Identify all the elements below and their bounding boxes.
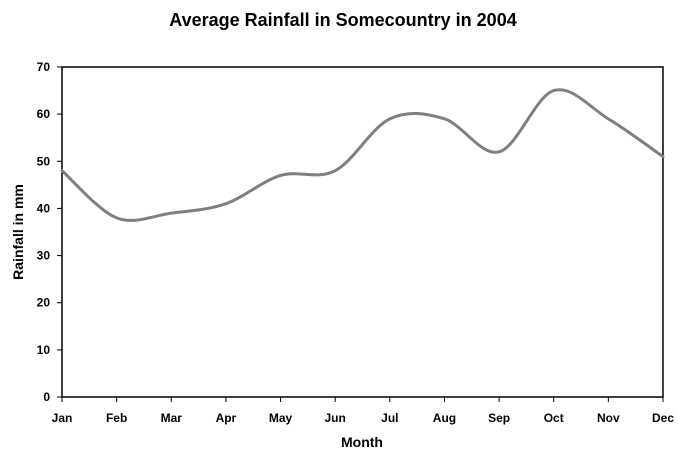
y-axis-ticks: 0 10 20 30 40 50 60 70 [37, 60, 62, 404]
x-tick-label-may: May [269, 411, 293, 425]
x-tick-label-mar: Mar [161, 411, 183, 425]
data-point-jan [60, 169, 64, 173]
y-tick-label: 60 [37, 107, 51, 121]
x-tick-label-jul: Jul [381, 411, 398, 425]
x-tick-label-jun: Jun [325, 411, 346, 425]
y-tick-label: 10 [37, 343, 51, 357]
data-point-apr [224, 202, 228, 206]
x-axis-title: Month [341, 434, 383, 450]
x-tick-label-oct: Oct [544, 411, 564, 425]
x-tick-label-apr: Apr [216, 411, 237, 425]
x-axis-ticks: Jan Feb Mar Apr May Jun Jul Aug Sep Oct Nov Dec [52, 397, 674, 425]
y-tick-label: 0 [43, 390, 50, 404]
x-tick-label-jan: Jan [52, 411, 73, 425]
y-tick-label: 50 [37, 154, 51, 168]
data-point-aug [442, 117, 446, 121]
y-axis-title: Rainfall in mm [10, 184, 26, 280]
series-layer [60, 88, 665, 222]
data-point-oct [552, 89, 556, 93]
x-tick-label-sep: Sep [488, 411, 510, 425]
y-tick-label: 70 [37, 60, 51, 74]
data-point-jun [333, 169, 337, 173]
data-point-nov [606, 117, 610, 121]
data-point-sep [497, 150, 501, 154]
data-point-feb [115, 216, 119, 220]
data-point-may [279, 173, 283, 177]
series-line-0 [60, 88, 665, 222]
x-tick-label-dec: Dec [652, 411, 674, 425]
data-point-dec [661, 155, 665, 159]
data-point-mar [169, 211, 173, 215]
y-tick-label: 30 [37, 249, 51, 263]
data-point-jul [388, 117, 392, 121]
x-tick-label-nov: Nov [597, 411, 620, 425]
y-tick-label: 20 [37, 296, 51, 310]
x-tick-label-aug: Aug [433, 411, 456, 425]
y-tick-label: 40 [37, 201, 51, 215]
x-tick-label-feb: Feb [106, 411, 127, 425]
chart-title: Average Rainfall in Somecountry in 2004 [169, 10, 516, 30]
plot-area-frame [61, 66, 664, 398]
